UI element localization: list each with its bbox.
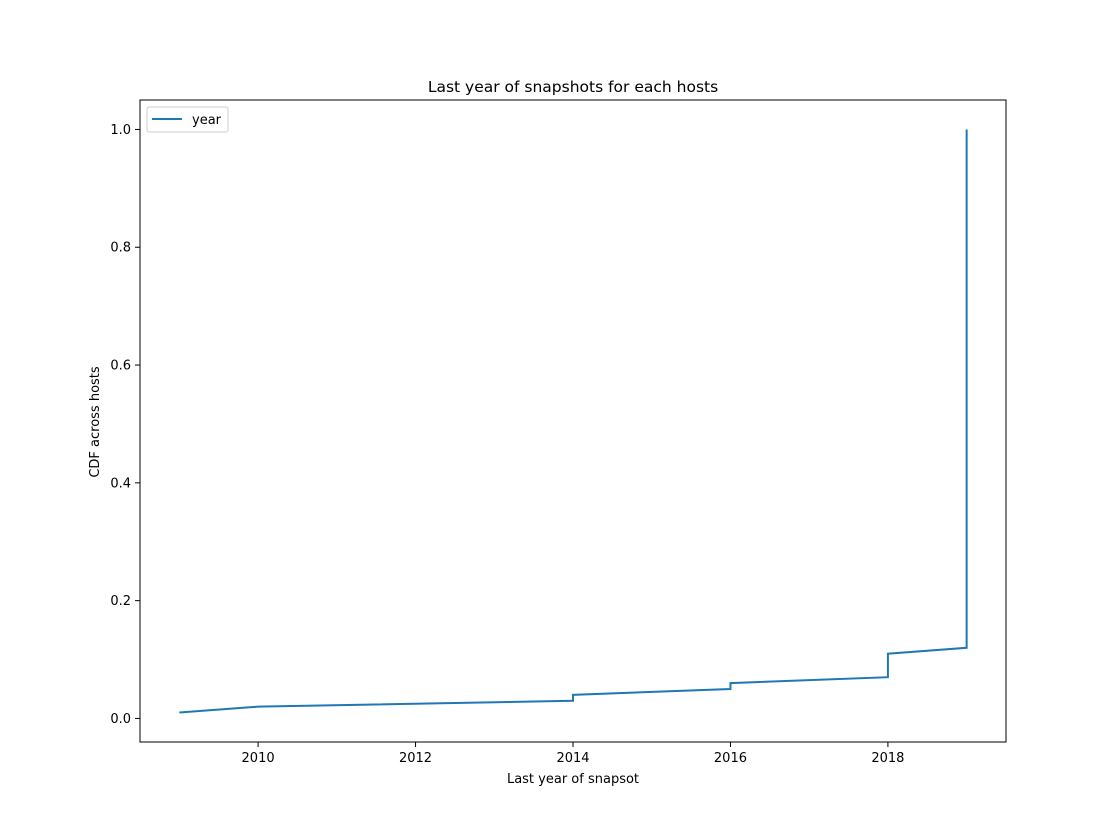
y-tick-label: 0.8 bbox=[110, 241, 131, 256]
y-tick-label: 1.0 bbox=[110, 123, 131, 138]
x-tick-label: 2010 bbox=[242, 751, 275, 766]
legend-label: year bbox=[192, 113, 222, 128]
y-axis: 0.0 0.2 0.4 0.6 0.8 1.0 bbox=[110, 123, 140, 727]
x-tick-label: 2012 bbox=[399, 751, 432, 766]
x-axis: 2010 2012 2014 2016 2018 bbox=[242, 742, 904, 766]
y-tick-label: 0.2 bbox=[110, 594, 131, 609]
x-tick-label: 2016 bbox=[714, 751, 747, 766]
y-tick-label: 0.4 bbox=[110, 476, 131, 491]
chart-title: Last year of snapshots for each hosts bbox=[428, 78, 718, 96]
y-tick-label: 0.6 bbox=[110, 359, 131, 374]
series-layer bbox=[179, 129, 968, 714]
x-tick-label: 2014 bbox=[556, 751, 589, 766]
legend-frame bbox=[146, 106, 229, 133]
legend: year bbox=[146, 106, 229, 133]
y-axis-label: CDF across hosts bbox=[88, 366, 103, 478]
y-tick-label: 0.0 bbox=[110, 712, 131, 727]
x-axis-label: Last year of snapsot bbox=[507, 772, 639, 787]
series-line-year bbox=[179, 129, 968, 714]
x-tick-label: 2018 bbox=[871, 751, 904, 766]
